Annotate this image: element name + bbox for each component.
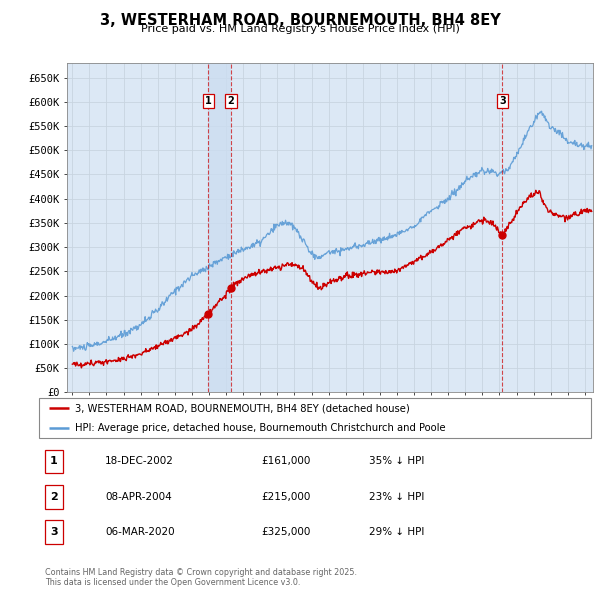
Text: £161,000: £161,000: [261, 457, 310, 466]
Text: 23% ↓ HPI: 23% ↓ HPI: [369, 492, 424, 502]
Text: 2: 2: [50, 492, 58, 502]
Bar: [208, 63, 230, 392]
Text: 18-DEC-2002: 18-DEC-2002: [105, 457, 174, 466]
Text: 3: 3: [50, 527, 58, 537]
Text: 35% ↓ HPI: 35% ↓ HPI: [369, 457, 424, 466]
Text: HPI: Average price, detached house, Bournemouth Christchurch and Poole: HPI: Average price, detached house, Bour…: [75, 423, 446, 433]
Text: £215,000: £215,000: [261, 492, 310, 502]
Text: 3, WESTERHAM ROAD, BOURNEMOUTH, BH4 8EY: 3, WESTERHAM ROAD, BOURNEMOUTH, BH4 8EY: [100, 13, 500, 28]
Text: 06-MAR-2020: 06-MAR-2020: [105, 527, 175, 537]
FancyBboxPatch shape: [39, 398, 591, 438]
Text: 1: 1: [50, 457, 58, 466]
Text: 2: 2: [227, 96, 234, 106]
Text: £325,000: £325,000: [261, 527, 310, 537]
Text: 08-APR-2004: 08-APR-2004: [105, 492, 172, 502]
Text: 3: 3: [499, 96, 506, 106]
Text: 3, WESTERHAM ROAD, BOURNEMOUTH, BH4 8EY (detached house): 3, WESTERHAM ROAD, BOURNEMOUTH, BH4 8EY …: [75, 403, 410, 413]
Text: 1: 1: [205, 96, 212, 106]
Text: Price paid vs. HM Land Registry's House Price Index (HPI): Price paid vs. HM Land Registry's House …: [140, 24, 460, 34]
Text: Contains HM Land Registry data © Crown copyright and database right 2025.
This d: Contains HM Land Registry data © Crown c…: [45, 568, 357, 587]
Text: 29% ↓ HPI: 29% ↓ HPI: [369, 527, 424, 537]
